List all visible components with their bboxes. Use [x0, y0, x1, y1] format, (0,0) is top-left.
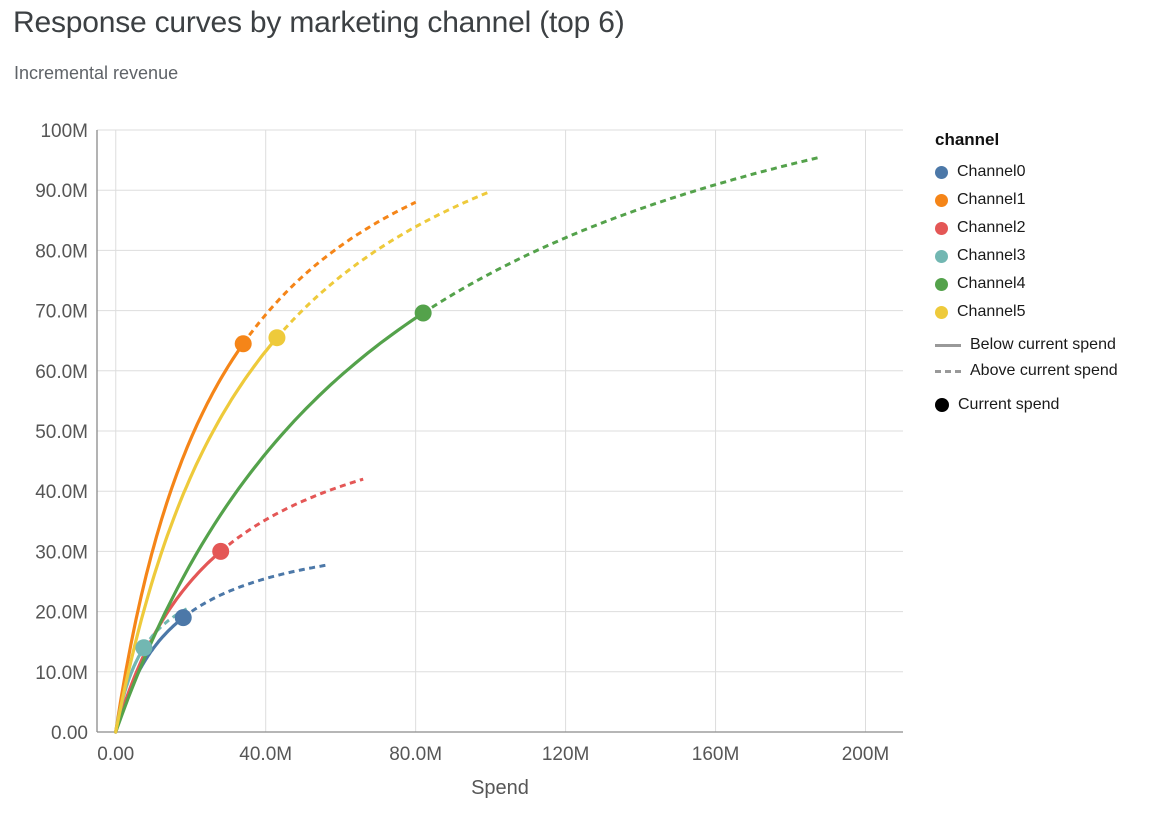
current-spend-dot-Channel3	[135, 639, 153, 657]
solid-line-swatch	[935, 343, 961, 347]
x-tick-label: 0.00	[97, 744, 134, 765]
x-axis-title: Spend	[471, 777, 529, 799]
legend-channel-label: Channel2	[957, 219, 1026, 236]
curve-Channel0-above-current	[182, 563, 330, 619]
curve-Channel4-below-current	[114, 311, 425, 734]
legend: channel Channel0 Channel1 Channel2 Channel3…	[935, 130, 1163, 424]
y-tick-label: 100M	[40, 121, 88, 142]
curve-Channel5-below-current	[114, 336, 279, 734]
legend-current-spend-item: Current spend	[935, 396, 1163, 414]
legend-current-spend-label: Current spend	[958, 396, 1060, 413]
dashed-line-swatch	[935, 369, 961, 373]
y-tick-label: 90.0M	[35, 181, 88, 202]
legend-channel-label: Channel5	[957, 303, 1026, 320]
legend-channel-label: Channel1	[957, 191, 1026, 208]
legend-line-style-label: Below current spend	[970, 336, 1116, 353]
legend-color-dot	[935, 249, 948, 263]
curve-Channel2-above-current	[219, 477, 364, 553]
legend-channel-item: Channel0	[935, 163, 1163, 181]
legend-channel-label: Channel0	[957, 163, 1026, 180]
y-tick-label: 20.0M	[35, 603, 88, 624]
chart-title: Response curves by marketing channel (to…	[13, 6, 625, 39]
current-spend-dot-icon	[935, 398, 949, 412]
curve-Channel1-below-current	[114, 342, 245, 734]
legend-line-style-item: Below current spend	[935, 336, 1163, 354]
curve-Channel4-above-current	[422, 155, 821, 315]
legend-channel-item: Channel3	[935, 247, 1163, 265]
x-tick-label: 120M	[542, 744, 590, 765]
legend-color-dot	[935, 193, 948, 207]
current-spend-dot-Channel0	[174, 609, 192, 627]
y-tick-label: 60.0M	[35, 362, 88, 383]
y-tick-label: 50.0M	[35, 422, 88, 443]
legend-line-style-item: Above current spend	[935, 362, 1163, 380]
y-tick-label: 70.0M	[35, 302, 88, 323]
curve-Channel1-above-current	[241, 200, 417, 345]
curve-Channel2-below-current	[114, 549, 223, 734]
legend-channel-label: Channel3	[957, 247, 1026, 264]
y-tick-label: 0.00	[51, 723, 88, 744]
y-tick-label: 10.0M	[35, 663, 88, 684]
legend-color-dot	[935, 305, 948, 319]
y-tick-label: 40.0M	[35, 482, 88, 503]
legend-line-style-list: Below current spend Above current spend	[935, 336, 1163, 380]
legend-color-dot	[935, 221, 948, 235]
chart-subtitle: Incremental revenue	[14, 63, 179, 83]
legend-channel-label: Channel4	[957, 275, 1026, 292]
y-tick-label: 80.0M	[35, 241, 88, 262]
legend-color-dot	[935, 165, 948, 179]
legend-channel-list: Channel0 Channel1 Channel2 Channel3 Channel4…	[935, 163, 1163, 321]
current-spend-dot-Channel2	[212, 542, 230, 560]
y-tick-label: 30.0M	[35, 542, 88, 563]
current-spend-dot-Channel1	[234, 335, 252, 353]
x-tick-label: 200M	[842, 744, 890, 765]
legend-line-style-label: Above current spend	[970, 362, 1118, 379]
curve-Channel5-above-current	[275, 190, 492, 339]
legend-channel-item: Channel1	[935, 191, 1163, 209]
legend-channel-item: Channel5	[935, 303, 1163, 321]
x-tick-label: 40.0M	[239, 744, 292, 765]
legend-current-spend: Current spend	[935, 396, 1163, 414]
legend-channel-item: Channel2	[935, 219, 1163, 237]
legend-title: channel	[935, 130, 1000, 149]
legend-color-dot	[935, 277, 948, 291]
current-spend-dot-Channel5	[268, 329, 286, 347]
legend-channel-item: Channel4	[935, 275, 1163, 293]
x-tick-label: 160M	[692, 744, 740, 765]
x-tick-label: 80.0M	[389, 744, 442, 765]
current-spend-dot-Channel4	[414, 304, 432, 322]
